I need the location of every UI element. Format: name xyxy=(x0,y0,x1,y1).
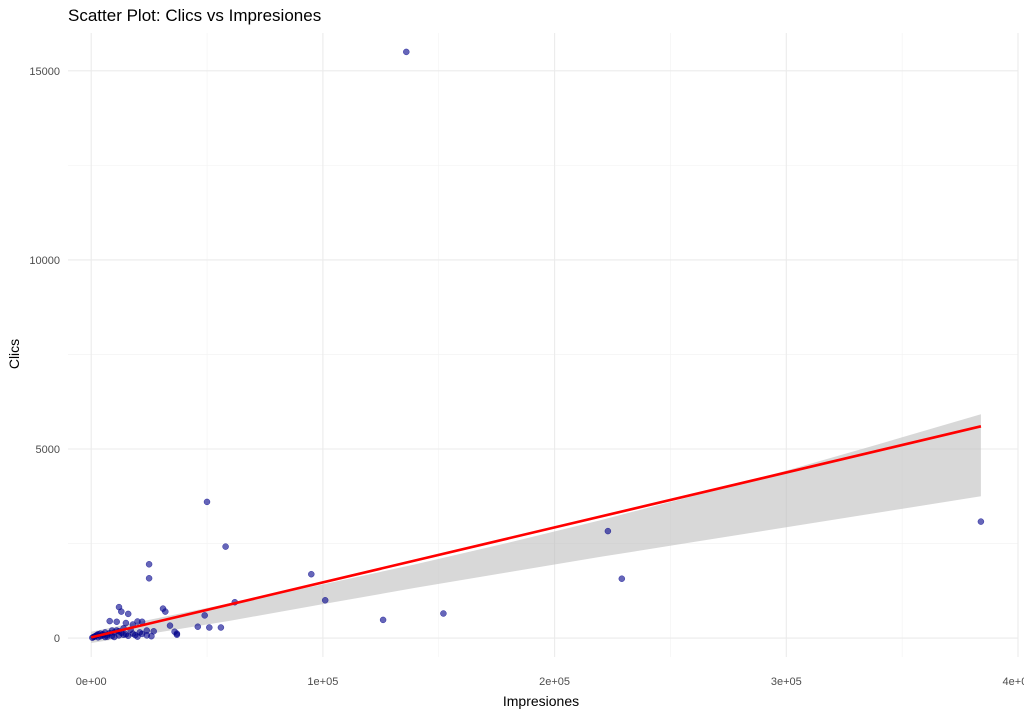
data-point xyxy=(166,622,174,629)
data-point xyxy=(203,498,211,506)
confidence-band-area xyxy=(91,414,981,643)
data-point xyxy=(171,628,178,635)
data-point xyxy=(403,48,410,56)
data-point xyxy=(977,518,985,525)
data-point xyxy=(148,632,155,640)
y-tick-label: 5000 xyxy=(36,444,60,456)
data-point xyxy=(162,608,169,615)
chart-title: Scatter Plot: Clics vs Impresiones xyxy=(68,6,321,25)
x-tick-label: 4e+05 xyxy=(1003,676,1024,688)
data-point xyxy=(379,616,387,624)
data-point xyxy=(618,575,626,582)
data-point xyxy=(106,617,113,625)
data-point xyxy=(206,624,213,631)
y-tick-label: 15000 xyxy=(29,66,60,78)
data-point xyxy=(217,624,225,631)
data-point xyxy=(113,618,120,626)
data-point xyxy=(124,610,132,618)
data-point xyxy=(120,631,127,638)
data-point xyxy=(222,543,229,550)
data-point xyxy=(604,527,612,535)
data-point xyxy=(194,623,202,630)
data-point xyxy=(145,575,153,582)
x-tick-label: 2e+05 xyxy=(539,676,570,688)
data-point xyxy=(201,612,208,619)
data-point xyxy=(118,608,125,615)
data-point xyxy=(308,570,315,578)
data-point xyxy=(122,619,130,627)
regression-line xyxy=(90,425,982,639)
y-axis-label: Clics xyxy=(6,339,22,369)
fit-line xyxy=(90,425,982,639)
data-point xyxy=(440,610,447,617)
y-tick-label: 10000 xyxy=(29,255,60,267)
x-tick-label: 1e+05 xyxy=(307,676,338,688)
x-axis-ticks: 0e+00 1e+05 2e+05 3e+05 4e+05 xyxy=(76,676,1024,688)
x-tick-label: 0e+00 xyxy=(76,676,107,688)
data-point xyxy=(321,597,329,604)
data-point xyxy=(145,561,153,568)
y-axis-ticks: 0 5000 10000 15000 xyxy=(29,66,60,645)
y-tick-label: 0 xyxy=(54,633,60,645)
confidence-band xyxy=(91,414,981,643)
x-axis-label: Impresiones xyxy=(503,693,579,709)
x-tick-label: 3e+05 xyxy=(771,676,802,688)
